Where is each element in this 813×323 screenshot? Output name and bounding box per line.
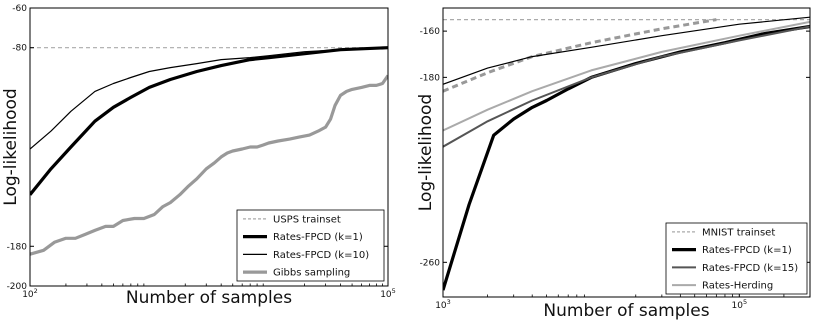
series-line-6 — [443, 16, 810, 85]
plot-frame — [29, 7, 389, 287]
y-tick-label: -160 — [420, 27, 441, 37]
x-axis-label: Number of samples — [543, 301, 709, 321]
series-line-4 — [30, 74, 388, 256]
x-tick-label: 105 — [732, 298, 748, 311]
x-tick-label: 105 — [380, 287, 396, 300]
series-line-4 — [443, 20, 810, 132]
x-axis-label: Number of samples — [126, 288, 292, 308]
x-tick-label: 103 — [435, 298, 451, 311]
series-line-3 — [30, 47, 388, 150]
series-line-3 — [443, 25, 810, 148]
series-line-5 — [443, 18, 717, 93]
y-tick-label: -200 — [7, 282, 28, 292]
legend-label: MNIST trainset — [702, 227, 775, 238]
y-axis-label: Log-likelihood — [416, 94, 436, 211]
y-tick-label: -60 — [12, 4, 27, 14]
legend-label: USPS trainset — [273, 214, 341, 225]
legend-label: Gibbs sampling — [273, 268, 350, 279]
legend-box — [236, 209, 385, 282]
x-tick-exponent: 3 — [447, 298, 451, 306]
chart-panel-2: -160 -180 -260 103 105 Number of samples Log-l… — [416, 7, 811, 321]
legend-label: Rates-FPCD (k=1) — [273, 232, 363, 243]
y-tick-label: -80 — [12, 44, 27, 54]
legend-label: Rates-FPCD (k=10) — [273, 250, 369, 261]
series-line-2 — [30, 46, 388, 196]
x-tick-exponent: 5 — [743, 298, 747, 306]
legend-box — [665, 222, 808, 295]
y-tick-label: -180 — [7, 242, 28, 252]
y-tick-label: -180 — [420, 73, 441, 83]
series-group — [30, 46, 388, 256]
legend-label: Rates-Herding — [702, 281, 773, 292]
legend-label: Rates-FPCD (k=15) — [702, 263, 798, 274]
series-group — [443, 16, 810, 291]
x-tick-exponent: 2 — [34, 287, 38, 295]
legend-label: Rates-FPCD (k=1) — [702, 245, 792, 256]
y-axis-label: Log-likelihood — [1, 88, 21, 205]
x-tick-exponent: 5 — [392, 287, 396, 295]
plot-frame — [442, 7, 811, 298]
legend: MNIST trainset Rates-FPCD (k=1) Rates-FPCD… — [665, 222, 808, 295]
legend: USPS trainset Rates-FPCD (k=1) Rates-FPCD … — [236, 209, 385, 282]
y-tick-label: -260 — [420, 258, 441, 268]
